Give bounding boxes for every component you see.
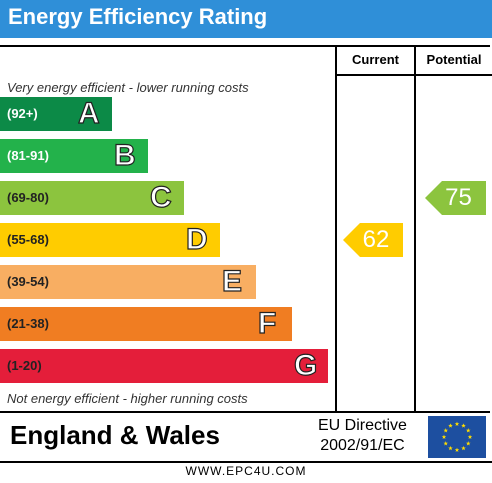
band-letter-label: E bbox=[221, 264, 243, 298]
band-range-label: (39-54) bbox=[7, 274, 49, 289]
band-g: (1-20) G bbox=[0, 348, 328, 383]
band-range-label: (1-20) bbox=[7, 358, 42, 373]
band-range-label: (92+) bbox=[7, 106, 38, 121]
chart-title: Energy Efficiency Rating bbox=[8, 4, 268, 29]
band-range-label: (81-91) bbox=[7, 148, 49, 163]
column-header-rule bbox=[336, 74, 492, 76]
note-efficient: Very energy efficient - lower running co… bbox=[7, 80, 249, 95]
band-a: (92+) A bbox=[0, 96, 112, 131]
eu-flag-icon bbox=[428, 416, 486, 458]
title-bar: Energy Efficiency Rating bbox=[0, 0, 492, 38]
note-inefficient: Not energy efficient - higher running co… bbox=[7, 391, 248, 406]
column-current-header: Current bbox=[352, 52, 399, 67]
rating-frame bbox=[0, 45, 490, 413]
band-letter-label: G bbox=[293, 348, 318, 382]
band-c: (69-80) C bbox=[0, 180, 184, 215]
band-b: (81-91) B bbox=[0, 138, 148, 173]
band-letter-label: B bbox=[113, 138, 136, 172]
footer-rule bbox=[0, 461, 492, 463]
current-rating-arrow: 62 bbox=[343, 223, 403, 257]
band-range-label: (55-68) bbox=[7, 232, 49, 247]
website-label: WWW.EPC4U.COM bbox=[185, 464, 307, 478]
region-label: England & Wales bbox=[10, 420, 220, 450]
potential-rating-arrow: 75 bbox=[425, 181, 486, 215]
band-range-label: (69-80) bbox=[7, 190, 49, 205]
column-potential-header: Potential bbox=[426, 52, 482, 67]
band-e: (39-54) E bbox=[0, 264, 256, 299]
band-letter-label: F bbox=[257, 306, 277, 340]
divider-potential bbox=[414, 45, 416, 413]
directive-line-1: EU Directive bbox=[318, 417, 407, 434]
potential-rating-arrow-value: 75 bbox=[445, 184, 472, 211]
divider-current bbox=[335, 45, 337, 413]
band-d: (55-68) D bbox=[0, 222, 220, 257]
current-rating-arrow-value: 62 bbox=[362, 226, 390, 253]
directive-line-2: 2002/91/EC bbox=[320, 437, 405, 454]
band-letter-label: D bbox=[185, 222, 208, 256]
band-letter-label: C bbox=[149, 180, 172, 214]
band-f: (21-38) F bbox=[0, 306, 292, 341]
band-range-label: (21-38) bbox=[7, 316, 49, 331]
directive-label: EU Directive 2002/91/EC bbox=[318, 416, 407, 456]
band-letter-label: A bbox=[77, 96, 100, 130]
